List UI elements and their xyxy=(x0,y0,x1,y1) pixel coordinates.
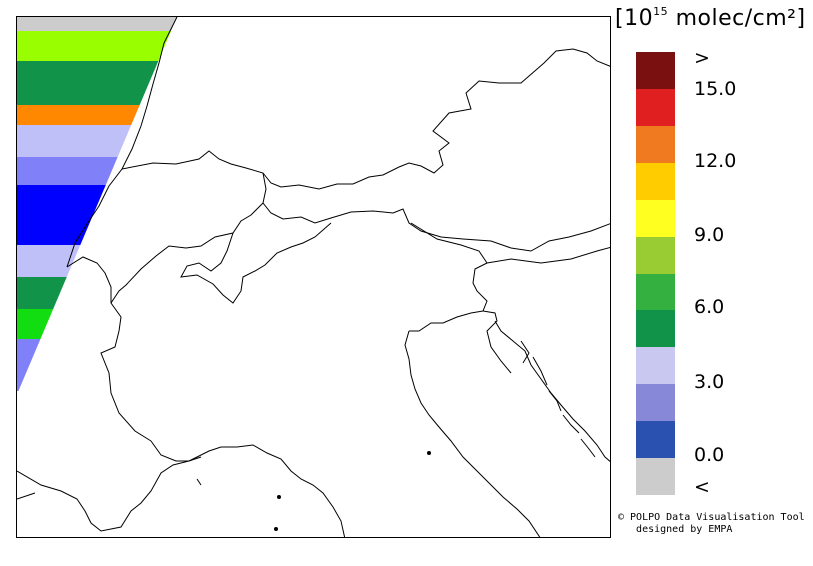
coastline-france xyxy=(66,17,178,268)
legend-tick-label: 15.0 xyxy=(694,78,737,100)
credit-line-1: © POLPO Data Visualisation Tool xyxy=(618,512,805,523)
swath-band xyxy=(17,339,41,391)
satellite-swath xyxy=(17,17,177,391)
islands-dalmatia xyxy=(520,340,596,458)
coastline-italy xyxy=(404,310,541,537)
map-panel[interactable] xyxy=(16,16,611,538)
legend-swatch xyxy=(636,52,675,90)
color-legend xyxy=(636,52,675,496)
unit-label: [1015 molec/cm²] xyxy=(615,4,806,31)
swath-band xyxy=(17,125,132,157)
legend-swatch xyxy=(636,88,675,127)
country-borders xyxy=(17,17,610,537)
legend-tick-label: 3.0 xyxy=(694,371,725,393)
border-slovenia-croatia xyxy=(486,247,610,264)
border-france-germany xyxy=(121,48,610,190)
swath-band xyxy=(17,277,67,309)
legend-swatch xyxy=(636,384,675,422)
credit-text: © POLPO Data Visualisation Tool designed… xyxy=(618,512,805,536)
swath-band xyxy=(17,17,177,31)
border-alps-north xyxy=(262,172,610,252)
coastline-dalmatia xyxy=(494,320,610,462)
legend-tick-label: > xyxy=(694,47,710,69)
swath-band xyxy=(17,245,81,277)
legend-swatch xyxy=(636,421,675,459)
map-canvas xyxy=(17,17,610,537)
legend-swatch xyxy=(636,310,675,348)
legend-swatch xyxy=(636,236,675,274)
legend-swatch xyxy=(636,125,675,164)
legend-tick-label: 9.0 xyxy=(694,224,725,246)
legend-swatch xyxy=(636,347,675,385)
legend-swatch xyxy=(636,162,675,201)
legend-swatch xyxy=(636,199,675,238)
legend-tick-label: 6.0 xyxy=(694,296,725,318)
legend-tick-label: 12.0 xyxy=(694,150,737,172)
swath-band xyxy=(17,157,118,185)
swath-band xyxy=(17,31,172,61)
credit-line-2: designed by EMPA xyxy=(618,524,733,535)
legend-tick-label: < xyxy=(694,476,710,498)
legend-swatch xyxy=(636,458,675,496)
border-switzerland-italy xyxy=(100,202,264,442)
coastline-ligurian xyxy=(17,456,202,532)
swath-band xyxy=(17,105,140,125)
legend-swatch xyxy=(636,273,675,311)
border-ticino xyxy=(180,222,332,304)
border-italy-interior xyxy=(150,440,346,537)
swath-band xyxy=(17,61,159,105)
swath-band xyxy=(17,309,54,339)
border-france-interior xyxy=(17,256,112,500)
legend-tick-label: 0.0 xyxy=(694,444,725,466)
border-austria-italy xyxy=(410,222,512,374)
